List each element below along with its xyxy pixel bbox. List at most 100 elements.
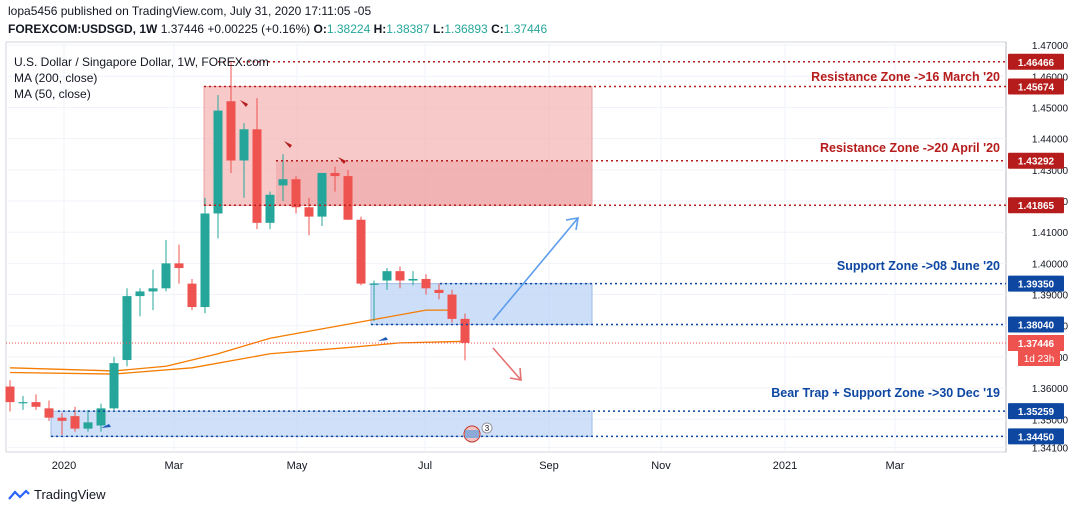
price-label-text: 1.35259	[1018, 407, 1055, 418]
publisher-line: lopa5456 published on TradingView.com, J…	[8, 4, 372, 18]
time-tick-label: Mar	[165, 460, 184, 472]
ma50-line	[9, 309, 452, 372]
current-price-text: 1.37446	[1018, 339, 1055, 350]
candle-body	[187, 283, 197, 308]
legend-ma50[interactable]: MA (50, close)	[14, 87, 91, 101]
candle-body	[460, 318, 470, 343]
grid	[6, 42, 1006, 452]
symbol-name: FOREXCOM:USDSGD, 1W	[8, 22, 158, 36]
price-label-box	[1008, 403, 1064, 420]
candle-body	[408, 278, 418, 281]
levels	[6, 61, 1006, 438]
bearish-projection-arrow	[492, 347, 522, 381]
open-label: O:	[313, 22, 327, 36]
annotation-support-june: Support Zone ->08 June '20	[837, 259, 1000, 273]
price-label-box	[1008, 275, 1064, 292]
candle-body	[252, 129, 262, 223]
time-axis[interactable]: 2020 Mar May Jul Sep Nov 2021 Mar	[52, 460, 905, 472]
candle-body	[135, 291, 145, 297]
close-value: 1.37446	[503, 22, 548, 36]
zone-support	[370, 283, 593, 325]
price-tick-label: 1.45000	[1032, 103, 1069, 114]
candle-body	[213, 110, 223, 214]
candle-body	[31, 402, 41, 407]
zone-bear-trap	[50, 410, 593, 437]
price-tick-label: 1.40000	[1032, 259, 1069, 270]
price-label-text: 1.39350	[1018, 280, 1055, 291]
candle-body	[57, 417, 67, 421]
price-tick-label: 1.41000	[1032, 228, 1069, 239]
candle-body	[5, 386, 15, 403]
candle-body	[265, 194, 275, 223]
price-label-box	[1008, 78, 1064, 95]
candle-body	[343, 176, 353, 220]
price-tick-label: 1.39000	[1032, 291, 1069, 302]
event-badge-count: 3	[485, 424, 490, 433]
time-tick-label: Mar	[886, 460, 905, 472]
candle-body	[174, 263, 184, 269]
price-label-text: 1.34450	[1018, 432, 1055, 443]
price-tick-label: 1.46000	[1032, 72, 1069, 83]
candle-body	[122, 296, 132, 361]
price-label-text: 1.45674	[1018, 82, 1055, 93]
tradingview-logo-icon	[8, 488, 30, 500]
legend-ma200[interactable]: MA (200, close)	[14, 71, 97, 85]
candle-body	[356, 219, 366, 284]
candle-body	[395, 271, 405, 281]
candle-body	[304, 207, 314, 217]
candle-body	[70, 416, 80, 429]
candle-body	[317, 172, 327, 217]
candle-body	[369, 283, 379, 285]
candle-body	[226, 101, 236, 161]
price-axis[interactable]: 1.470001.460001.450001.440001.430001.420…	[1032, 41, 1069, 454]
bull-marker-icon-2	[101, 424, 111, 428]
footer-brand: TradingView	[34, 487, 106, 502]
candle-body	[83, 422, 93, 429]
candle-body	[148, 288, 158, 292]
bullish-projection-arrow	[492, 217, 579, 321]
candle-body	[421, 278, 431, 289]
candle-body	[239, 129, 249, 161]
price-change: +0.00225 (+0.16%)	[207, 22, 311, 36]
candle-body	[18, 402, 28, 404]
zone-resistance-april	[276, 160, 592, 206]
zone-resistance	[203, 86, 593, 206]
bear-marker-icon-1	[240, 100, 248, 107]
candles[interactable]	[5, 60, 470, 435]
price-labels: 1.46466 1.45674 1.43292 1.41865 1.39350 1.380…	[1008, 53, 1064, 445]
annotation-bear-trap: Bear Trap + Support Zone ->30 Dec '19	[771, 386, 1000, 400]
time-tick-label: 2020	[52, 460, 76, 472]
price-label-box	[1008, 428, 1064, 445]
annotation-resistance-april: Resistance Zone ->20 April '20	[820, 141, 1000, 155]
close-label: C:	[491, 22, 504, 36]
price-label-box	[1008, 152, 1064, 169]
price-tick-label: 1.43000	[1032, 166, 1069, 177]
low-label: L:	[433, 22, 445, 36]
current-price-box	[1008, 334, 1064, 351]
price-label-text: 1.43292	[1018, 157, 1055, 168]
last-price: 1.37446	[160, 22, 205, 36]
footer: TradingView	[8, 487, 106, 502]
price-label-box	[1008, 53, 1064, 70]
price-tick-label: 1.36000	[1032, 384, 1069, 395]
price-tick-label: 1.47000	[1032, 41, 1069, 52]
bull-marker-icon-1	[378, 337, 388, 341]
time-tick-label: 2021	[773, 460, 797, 472]
price-tick-label: 1.44000	[1032, 135, 1069, 146]
symbol-info: FOREXCOM:USDSGD, 1W 1.37446 +0.00225 (+0…	[8, 22, 547, 36]
economic-event-icon[interactable]: 3	[463, 422, 493, 443]
countdown-text: 1d 23h	[1024, 354, 1055, 365]
candle-body	[382, 271, 392, 281]
bear-marker-icon-3	[338, 157, 346, 164]
candle-body	[291, 179, 301, 208]
candle-body	[434, 289, 444, 293]
time-tick-label: Sep	[539, 460, 559, 472]
candle-body	[44, 408, 54, 418]
open-value: 1.38224	[326, 22, 371, 36]
price-label-box	[1008, 316, 1064, 333]
candle-body	[161, 263, 171, 289]
candle-body	[330, 172, 340, 177]
candle-body	[200, 213, 210, 308]
candle-body	[96, 408, 106, 426]
